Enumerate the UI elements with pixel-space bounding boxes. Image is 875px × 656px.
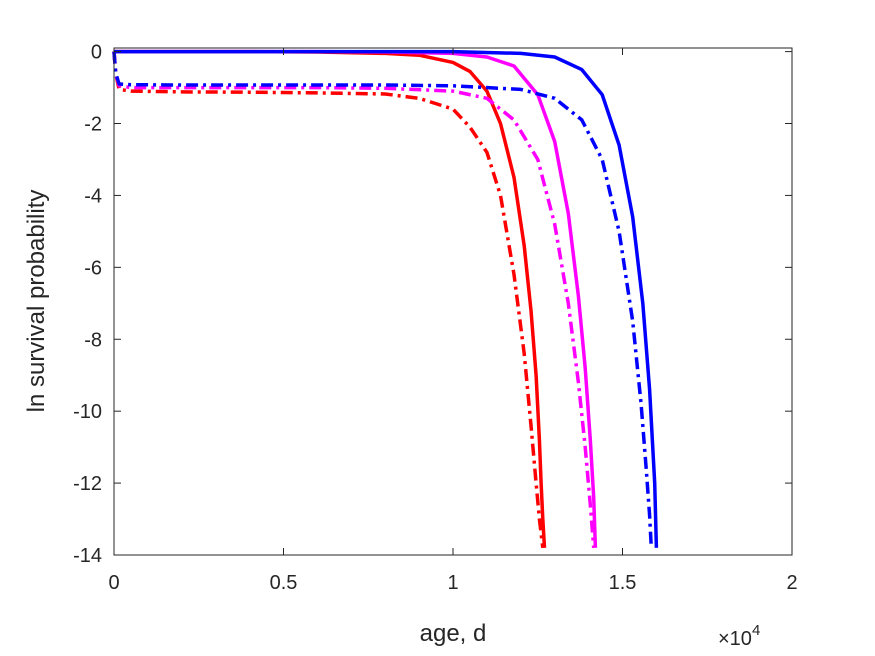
series-line-red-dashdot [112, 51, 545, 549]
x-tick-label: 1 [447, 572, 458, 594]
y-ticks: 0 -2 -4 -6 -8 -10 -12 -14 [73, 42, 792, 567]
y-tick-label: -6 [84, 257, 102, 279]
x-axis-label: age, d [420, 620, 487, 647]
series-line-blue-dashdot [112, 51, 654, 548]
y-tick-label: -2 [84, 114, 102, 136]
y-tick-label: -8 [84, 329, 102, 351]
x-tick-label: 2 [786, 572, 797, 594]
x-exponent-label: ×104 [718, 622, 760, 650]
y-tick-label: 0 [91, 42, 102, 64]
y-tick-label: -14 [73, 545, 102, 567]
x-ticks: 0 0.5 1 1.5 2 [108, 48, 798, 594]
x-tick-label: 0 [108, 572, 119, 594]
series-layer [112, 49, 659, 549]
x-exponent-power: 4 [752, 622, 760, 639]
x-exponent-base: ×10 [718, 628, 752, 650]
y-tick-label: -10 [73, 401, 102, 423]
y-axis-label: ln survival probability [23, 190, 50, 413]
series-line-magenta-dashdot [112, 51, 596, 548]
plot-area [114, 48, 792, 555]
x-tick-label: 0.5 [270, 572, 298, 594]
x-tick-label: 1.5 [609, 572, 637, 594]
y-tick-label: -12 [73, 473, 102, 495]
y-tick-label: -4 [84, 185, 102, 207]
